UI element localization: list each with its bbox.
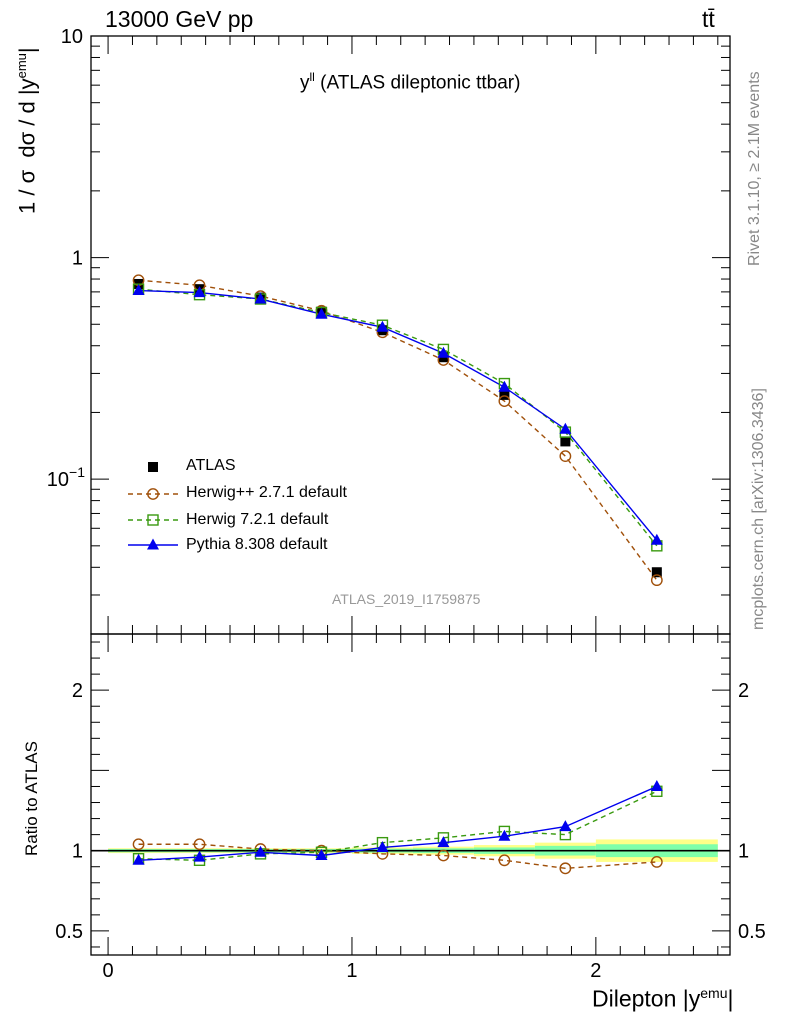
legend-marker-pythia (147, 538, 159, 550)
ratio-y-tick-label: 2 (72, 680, 83, 702)
main-series-line-herwigpp (138, 279, 658, 581)
ratio-point-pythia (132, 853, 145, 865)
x-axis-label: Dilepton |yemu| (592, 985, 734, 1012)
ratio-point-herwigpp (498, 854, 511, 867)
legend-marker-herwigpp (147, 488, 159, 500)
plot-title-var: y (300, 72, 310, 94)
x-tick-label: 2 (590, 960, 601, 982)
main-point-pythia (132, 284, 145, 296)
ratio-point-herwigpp (559, 862, 572, 875)
legend-label-atlas: ATLAS (186, 457, 236, 474)
ratio-point-pythia (559, 820, 572, 832)
ratio-point-pythia (376, 840, 389, 852)
plot-title-sup: ll (309, 70, 315, 84)
ratio-point-pythia (437, 836, 450, 848)
main-point-pythia (559, 422, 572, 434)
main-point-data (651, 567, 662, 578)
main-point-pythia (315, 307, 328, 319)
main-point-herwigpp (498, 395, 511, 408)
legend-label-herwigpp: Herwig++ 2.7.1 default (186, 484, 347, 501)
main-point-pythia (254, 292, 267, 304)
legend-label-pythia: Pythia 8.308 default (186, 536, 328, 553)
analysis-watermark: ATLAS_2019_I1759875 (332, 591, 481, 607)
main-point-pythia (376, 320, 389, 332)
main-point-data (499, 389, 510, 400)
main-series-line-pythia (138, 289, 658, 541)
ratio-point-herwigpp (132, 838, 145, 851)
ratio-point-herwigpp (437, 849, 450, 862)
plot-title: yll (ATLAS dileptonic ttbar) (300, 70, 520, 94)
ratio-point-pythia (193, 850, 206, 862)
legend-label-herwig7: Herwig 7.2.1 default (186, 511, 329, 528)
process-label: tt̄ (702, 6, 715, 32)
ratio-point-pythia (650, 779, 663, 791)
main-point-pythia (650, 533, 663, 545)
x-tick-label: 1 (346, 960, 357, 982)
ratio-point-pythia (254, 845, 267, 857)
main-point-herwigpp (559, 450, 572, 463)
legend-marker-data (148, 462, 158, 472)
main-point-pythia (498, 380, 511, 392)
legend-marker-herwig7 (147, 514, 159, 526)
ratio-y-tick-label-right: 1 (738, 841, 749, 863)
main-y-tick-label: 10 (61, 26, 83, 48)
ratio-series-line-herwigpp (138, 843, 657, 870)
ratio-point-pythia (315, 848, 328, 860)
ratio-point-pythia (498, 829, 511, 841)
ratio-y-tick-label-right: 2 (738, 680, 749, 702)
ratio-frame (90, 633, 731, 956)
plot-title-rest: (ATLAS dileptonic ttbar) (314, 72, 521, 94)
main-series-line-herwig7 (138, 288, 658, 547)
ratio-point-herwigpp (650, 856, 663, 868)
main-point-data (560, 436, 571, 447)
ratio-point-herwigpp (193, 838, 206, 851)
main-y-tick-label: 1 (72, 248, 83, 270)
ratio-y-tick-label: 1 (72, 841, 83, 863)
x-tick-label: 0 (103, 960, 114, 982)
ratio-y-tick-label: 0.5 (55, 921, 83, 943)
energy-label: 13000 GeV pp (105, 6, 254, 32)
main-point-herwigpp (650, 574, 663, 587)
main-y-tick-label: 10−1 (47, 464, 85, 491)
main-point-pythia (193, 286, 206, 298)
main-point-pythia (437, 346, 450, 358)
main-frame (90, 35, 731, 635)
ratio-y-tick-label-right: 0.5 (738, 921, 766, 943)
